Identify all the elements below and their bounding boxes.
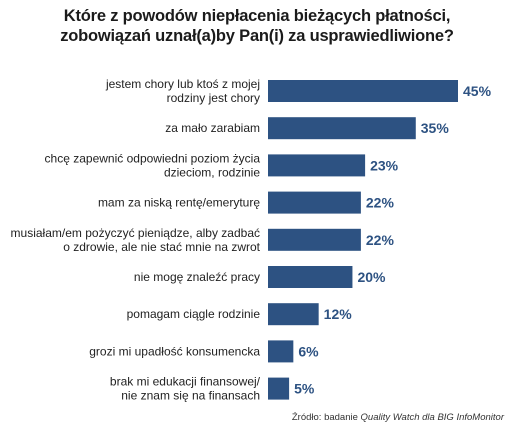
bar-8 bbox=[268, 340, 294, 363]
bar-1 bbox=[268, 80, 458, 102]
chart-title: Które z powodów niepłacenia bieżących pł… bbox=[0, 6, 514, 46]
category-label-6: nie mogę znaleźć pracy bbox=[134, 270, 260, 284]
bar-2 bbox=[268, 117, 416, 140]
value-label-3: 23% bbox=[370, 157, 399, 173]
chart-title-line-2: zobowiązań uznał(a)by Pan(i) za usprawie… bbox=[60, 27, 454, 45]
source-prefix: Źródło: badanie bbox=[291, 412, 361, 423]
category-label-8: grozi mi upadłość konsumencka bbox=[89, 344, 260, 358]
bar-7 bbox=[268, 303, 319, 326]
bar-6 bbox=[268, 266, 353, 288]
category-label-1: jestem chory lub ktoś z mojej rodziny jes… bbox=[105, 77, 260, 105]
bar-3 bbox=[268, 154, 366, 177]
value-label-8: 6% bbox=[298, 343, 319, 359]
value-label-9: 5% bbox=[294, 381, 315, 397]
category-label-4: mam za niską rentę/emeryturę bbox=[98, 196, 260, 210]
category-label-7: pomagam ciągle rodzinie bbox=[127, 307, 261, 321]
category-label-9: brak mi edukacji finansowej/nie znam się… bbox=[110, 375, 261, 403]
value-label-7: 12% bbox=[324, 306, 353, 322]
bar-9 bbox=[268, 377, 290, 400]
source-note: Źródło: badanie Quality Watch dla BIG In… bbox=[292, 412, 504, 423]
value-label-6: 20% bbox=[357, 269, 386, 285]
category-label-3: chcę zapewnić odpowiedni poziom życia dzi… bbox=[45, 151, 261, 179]
category-label-2: za mało zarabiam bbox=[165, 121, 260, 135]
value-label-1: 45% bbox=[463, 83, 492, 99]
source-italic: Quality Watch dla BIG InfoMonitor bbox=[360, 412, 504, 423]
value-label-2: 35% bbox=[421, 120, 450, 136]
bar-4 bbox=[268, 191, 361, 214]
value-label-5: 22% bbox=[366, 232, 395, 248]
bar-5 bbox=[268, 228, 361, 251]
category-label-5: musiałam/em pożyczyć pieniądze, alby zad… bbox=[11, 226, 261, 254]
chart-title-line-1: Które z powodów niepłacenia bieżących pł… bbox=[63, 7, 451, 25]
value-label-4: 22% bbox=[366, 195, 395, 211]
